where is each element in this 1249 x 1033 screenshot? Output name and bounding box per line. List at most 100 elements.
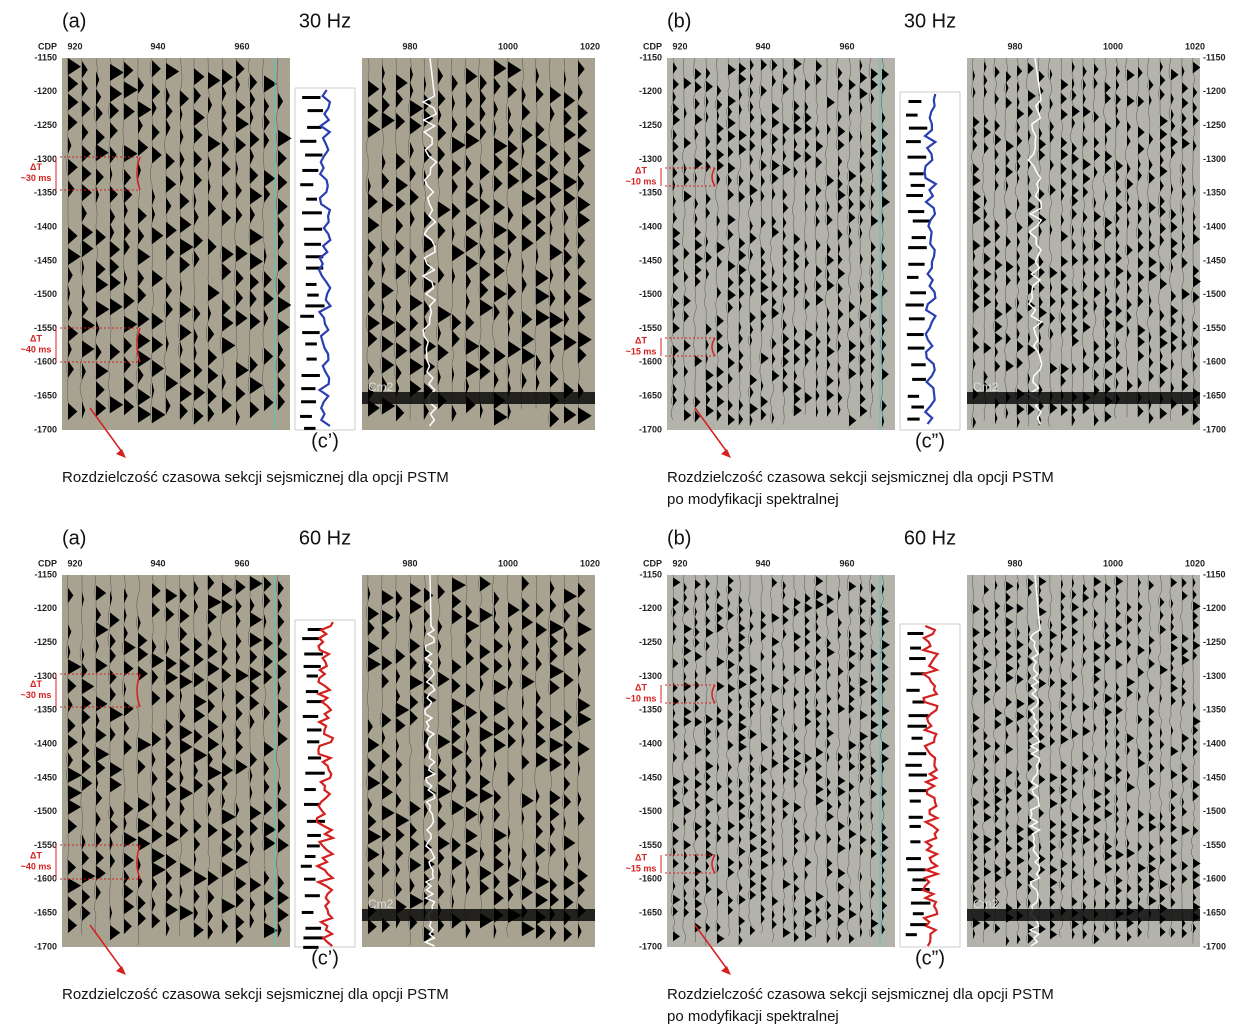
insert-lobe [906, 304, 924, 307]
pointer-head [116, 449, 126, 458]
insert-lobe [307, 740, 319, 743]
y-tick-label: -1300 [1203, 671, 1226, 681]
y-tick-label: -1200 [34, 86, 57, 96]
insert-lobe [307, 834, 321, 837]
y-tick-label: -1650 [639, 391, 662, 401]
horizon-marker: Cm2 [368, 380, 394, 394]
y-tick-label: -1400 [639, 221, 662, 231]
x-tick-label: 1000 [498, 41, 518, 51]
insert-lobe [301, 865, 312, 868]
y-tick-label: -1450 [34, 255, 57, 265]
y-tick-label: -1450 [34, 772, 57, 782]
annotation-value: ~15 ms [626, 346, 657, 356]
insert-lobe [305, 304, 324, 307]
x-tick-label: 1020 [1185, 558, 1205, 568]
insert-lobe [908, 210, 924, 213]
insert-lobe [302, 911, 314, 914]
y-tick-label: -1200 [1203, 86, 1226, 96]
horizon-marker: Cm2 [973, 897, 999, 911]
annotation-value: ~10 ms [626, 693, 657, 703]
insert-lobe [308, 756, 321, 759]
y-tick-label: -1450 [1203, 255, 1226, 265]
x-tick-label: 1000 [1103, 558, 1123, 568]
insert-lobe [906, 689, 919, 692]
insert-lobe [912, 378, 926, 381]
x-tick-label: 940 [755, 558, 770, 568]
insert-lobe [910, 647, 921, 650]
insert-lobe [302, 374, 320, 377]
frequency: 60 Hz [299, 527, 351, 549]
x-tick-label: 960 [234, 41, 249, 51]
insert-lobe [910, 800, 921, 803]
y-tick-label: -1600 [34, 357, 57, 367]
y-tick-label: -1600 [1203, 357, 1226, 367]
y-tick-label: -1400 [34, 221, 57, 231]
y-tick-label: -1700 [639, 941, 662, 951]
x-tick-label: 1000 [1103, 41, 1123, 51]
pointer-head [721, 449, 731, 458]
y-tick-label: -1600 [639, 874, 662, 884]
insert-lobe [305, 772, 324, 775]
y-tick-label: -1600 [639, 357, 662, 367]
insert-lobe [911, 406, 924, 409]
y-tick-label: -1650 [639, 908, 662, 918]
insert-lobe [906, 114, 918, 117]
y-tick-label: -1450 [639, 772, 662, 782]
y-tick-label: -1200 [639, 86, 662, 96]
annotation-delta: ΔT [30, 850, 42, 860]
y-tick-label: -1500 [34, 289, 57, 299]
insert-lobe [304, 788, 315, 791]
y-tick-label: -1700 [639, 424, 662, 434]
insert-lobe [300, 140, 316, 143]
y-tick-label: -1500 [1203, 806, 1226, 816]
y-tick-label: -1650 [1203, 391, 1226, 401]
panel-label: (b) [667, 527, 691, 549]
insert-lobe [905, 764, 921, 767]
insert-lobe [302, 169, 318, 172]
frequency: 30 Hz [299, 10, 351, 32]
y-tick-label: -1150 [34, 569, 57, 579]
y-tick-label: -1150 [1203, 52, 1226, 62]
insert-lobe [307, 675, 318, 678]
x-tick-label: 960 [839, 558, 854, 568]
x-tick-label: 1020 [580, 558, 600, 568]
insert-lobe [300, 415, 312, 418]
caption: Rozdzielczość czasowa sekcji sejsmicznej… [62, 986, 449, 1003]
x-tick-label: 940 [755, 41, 770, 51]
y-tick-label: -1550 [639, 840, 662, 850]
x-tick-label: 920 [672, 558, 687, 568]
horizon-band [967, 392, 1200, 404]
y-tick-label: -1250 [1203, 637, 1226, 647]
insert-lobe [305, 342, 317, 345]
insert-lobe [301, 387, 315, 390]
x-tick-label: 1020 [580, 41, 600, 51]
panel-label: (b) [667, 10, 691, 32]
insert-lobe [907, 868, 925, 871]
pointer-head [116, 966, 126, 975]
insert-lobe [908, 395, 919, 398]
y-tick-label: -1150 [639, 569, 662, 579]
x-tick-label: 960 [839, 41, 854, 51]
y-tick-label: -1400 [639, 738, 662, 748]
axis-label: CDP [38, 41, 57, 51]
well-label: (c’) [311, 430, 339, 452]
insert-lobe [911, 184, 925, 187]
well-label: (c”) [915, 947, 945, 969]
insert-lobe [305, 927, 321, 930]
x-tick-label: 920 [672, 41, 687, 51]
x-tick-label: 940 [150, 41, 165, 51]
insert-lobe [308, 109, 323, 112]
insert-lobe [306, 690, 318, 693]
y-tick-label: -1200 [1203, 603, 1226, 613]
horizon-band [362, 392, 595, 404]
insert-lobe [909, 172, 923, 175]
x-tick-label: 980 [402, 41, 417, 51]
insert-lobe [909, 657, 925, 660]
x-tick-label: 920 [67, 41, 82, 51]
insert-lobe [300, 183, 313, 186]
x-tick-label: 980 [1007, 41, 1022, 51]
axis-label: CDP [38, 558, 57, 568]
y-tick-label: -1250 [639, 120, 662, 130]
annotation-delta: ΔT [30, 679, 42, 689]
insert-lobe [910, 825, 921, 828]
